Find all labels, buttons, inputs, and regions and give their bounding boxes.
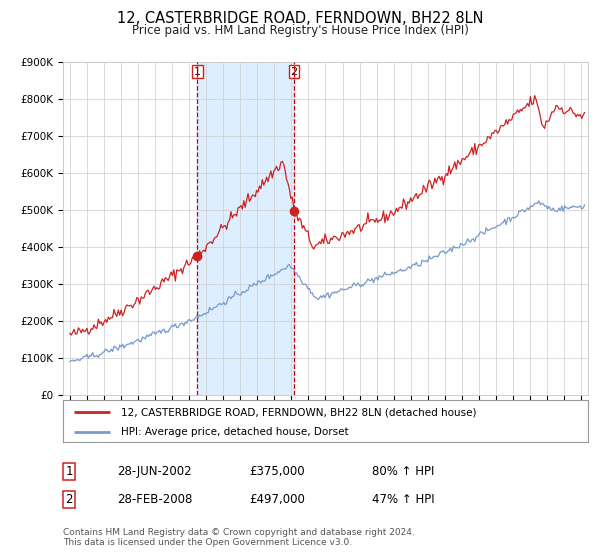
Text: 12, CASTERBRIDGE ROAD, FERNDOWN, BH22 8LN: 12, CASTERBRIDGE ROAD, FERNDOWN, BH22 8L…: [117, 11, 483, 26]
Text: Contains HM Land Registry data © Crown copyright and database right 2024.
This d: Contains HM Land Registry data © Crown c…: [63, 528, 415, 547]
Text: 47% ↑ HPI: 47% ↑ HPI: [372, 493, 434, 506]
Text: 2: 2: [65, 493, 73, 506]
Text: 1: 1: [194, 67, 201, 77]
Text: 28-JUN-2002: 28-JUN-2002: [117, 465, 191, 478]
Text: Price paid vs. HM Land Registry's House Price Index (HPI): Price paid vs. HM Land Registry's House …: [131, 24, 469, 36]
Bar: [197, 62, 294, 395]
Text: 28-FEB-2008: 28-FEB-2008: [117, 493, 193, 506]
Text: 1: 1: [65, 465, 73, 478]
Text: 2: 2: [290, 67, 298, 77]
Text: 12, CASTERBRIDGE ROAD, FERNDOWN, BH22 8LN (detached house): 12, CASTERBRIDGE ROAD, FERNDOWN, BH22 8L…: [121, 407, 476, 417]
Text: £375,000: £375,000: [249, 465, 305, 478]
Text: HPI: Average price, detached house, Dorset: HPI: Average price, detached house, Dors…: [121, 427, 349, 437]
Text: £497,000: £497,000: [249, 493, 305, 506]
Text: 80% ↑ HPI: 80% ↑ HPI: [372, 465, 434, 478]
